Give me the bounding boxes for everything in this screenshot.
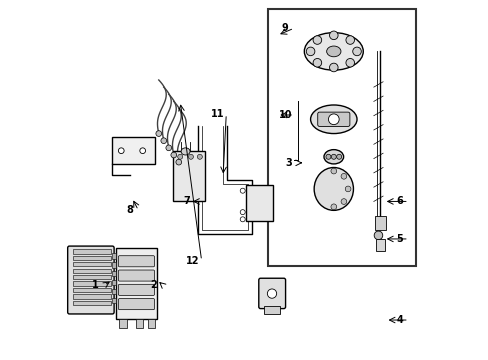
Ellipse shape [326, 46, 340, 57]
Bar [73, 262, 110, 266]
Circle shape [171, 152, 176, 158]
Circle shape [305, 47, 314, 56]
Circle shape [177, 154, 183, 159]
Circle shape [330, 168, 336, 174]
FancyBboxPatch shape [67, 246, 114, 314]
Circle shape [345, 58, 354, 67]
Text: 11: 11 [210, 109, 224, 119]
Bar [374, 216, 385, 230]
FancyBboxPatch shape [317, 112, 349, 126]
Circle shape [197, 154, 202, 159]
Circle shape [331, 154, 336, 159]
FancyBboxPatch shape [112, 137, 155, 164]
Bar [73, 282, 110, 286]
FancyBboxPatch shape [118, 298, 154, 310]
Text: 1: 1 [92, 280, 99, 291]
Circle shape [165, 145, 171, 151]
Ellipse shape [324, 150, 343, 164]
Bar [112, 289, 116, 294]
Bar [73, 249, 110, 253]
Text: 6: 6 [396, 197, 403, 206]
Circle shape [240, 210, 244, 215]
Ellipse shape [310, 105, 356, 134]
Bar [375, 239, 384, 251]
Circle shape [328, 114, 339, 125]
Circle shape [345, 186, 350, 192]
FancyBboxPatch shape [118, 270, 154, 281]
Ellipse shape [313, 167, 353, 210]
Bar [267, 9, 415, 266]
Circle shape [330, 204, 336, 210]
FancyBboxPatch shape [118, 256, 154, 267]
Bar [73, 294, 110, 298]
Bar [73, 288, 110, 292]
Text: 5: 5 [396, 234, 403, 244]
Circle shape [336, 154, 341, 159]
Circle shape [140, 148, 145, 154]
Circle shape [240, 188, 244, 193]
Bar [73, 301, 110, 305]
FancyBboxPatch shape [264, 306, 280, 314]
FancyBboxPatch shape [116, 248, 157, 319]
Bar [112, 253, 116, 258]
Circle shape [176, 159, 181, 165]
FancyBboxPatch shape [118, 284, 154, 296]
Circle shape [161, 138, 166, 144]
Circle shape [312, 58, 321, 67]
Text: 10: 10 [278, 110, 291, 120]
Ellipse shape [304, 33, 363, 70]
Circle shape [352, 47, 361, 56]
Circle shape [340, 174, 346, 179]
Bar [112, 262, 116, 267]
Circle shape [240, 217, 244, 222]
Bar [148, 319, 155, 328]
FancyBboxPatch shape [258, 278, 285, 309]
Text: 4: 4 [396, 315, 403, 325]
Circle shape [329, 63, 337, 72]
Bar [73, 275, 110, 279]
Circle shape [329, 31, 337, 40]
Bar [73, 256, 110, 260]
Circle shape [156, 131, 162, 136]
Text: 7: 7 [183, 197, 190, 206]
Ellipse shape [181, 148, 190, 155]
Circle shape [312, 36, 321, 44]
Bar [112, 280, 116, 285]
Text: 3: 3 [285, 158, 291, 168]
Circle shape [325, 154, 330, 159]
Circle shape [267, 289, 276, 298]
Bar [112, 298, 116, 303]
Text: 8: 8 [126, 205, 133, 215]
Circle shape [340, 199, 346, 204]
Bar [119, 319, 126, 328]
FancyBboxPatch shape [246, 185, 272, 221]
Circle shape [373, 231, 382, 240]
Bar [135, 319, 142, 328]
FancyBboxPatch shape [173, 152, 205, 202]
Circle shape [345, 36, 354, 44]
Circle shape [188, 154, 193, 159]
Bar [73, 269, 110, 273]
Circle shape [118, 148, 124, 154]
Text: 12: 12 [185, 256, 199, 266]
Bar [112, 271, 116, 276]
Text: 9: 9 [281, 23, 288, 33]
Text: 2: 2 [150, 280, 157, 291]
